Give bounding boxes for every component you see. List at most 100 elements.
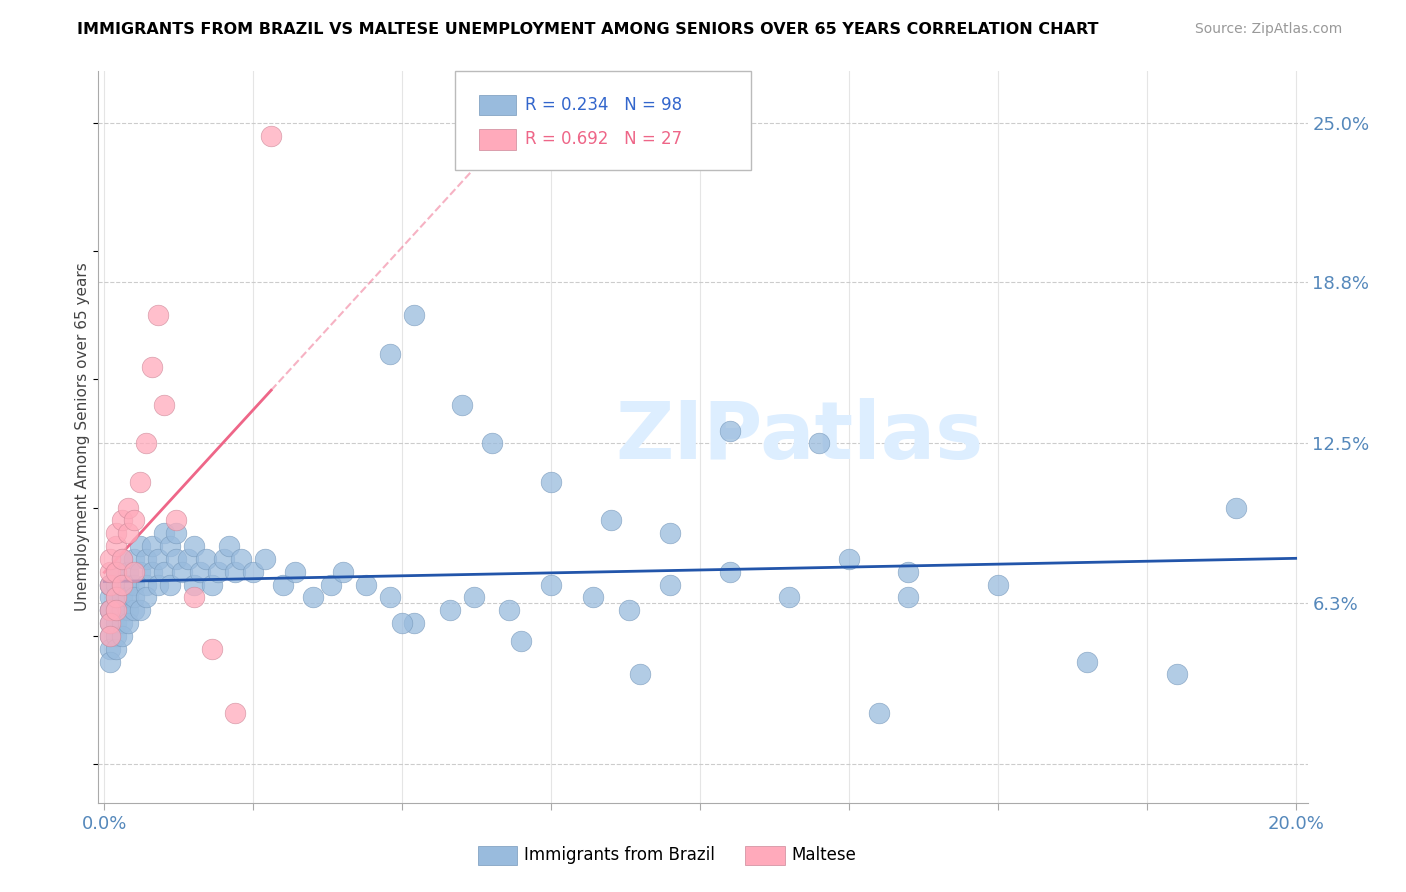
- Point: [146, 577, 169, 591]
- Point: [122, 565, 145, 579]
- Point: [117, 591, 139, 605]
- FancyBboxPatch shape: [456, 71, 751, 170]
- Point: [98, 603, 121, 617]
- Point: [98, 577, 121, 591]
- Point: [111, 514, 134, 528]
- Point: [218, 539, 240, 553]
- Point: [98, 616, 121, 631]
- Text: Maltese: Maltese: [792, 846, 856, 863]
- Point: [242, 565, 264, 579]
- Point: [1076, 655, 1098, 669]
- Point: [450, 398, 472, 412]
- Point: [117, 616, 139, 631]
- Point: [111, 591, 134, 605]
- Point: [231, 552, 253, 566]
- Text: ZIPatlas: ZIPatlas: [616, 398, 984, 476]
- Point: [117, 577, 139, 591]
- Point: [868, 706, 890, 720]
- Point: [582, 591, 605, 605]
- Point: [659, 577, 682, 591]
- Point: [135, 552, 157, 566]
- Point: [212, 552, 235, 566]
- Point: [404, 616, 426, 631]
- Text: IMMIGRANTS FROM BRAZIL VS MALTESE UNEMPLOYMENT AMONG SENIORS OVER 65 YEARS CORRE: IMMIGRANTS FROM BRAZIL VS MALTESE UNEMPL…: [77, 22, 1099, 37]
- Point: [165, 552, 187, 566]
- Point: [599, 514, 621, 528]
- Point: [224, 706, 246, 720]
- Point: [98, 629, 121, 643]
- Point: [808, 436, 831, 450]
- Point: [105, 539, 128, 553]
- Point: [188, 565, 211, 579]
- Point: [105, 565, 128, 579]
- Point: [838, 552, 860, 566]
- Point: [105, 629, 128, 643]
- Point: [718, 424, 741, 438]
- Point: [122, 552, 145, 566]
- Point: [129, 565, 152, 579]
- Point: [183, 577, 205, 591]
- Point: [98, 655, 121, 669]
- Point: [153, 565, 176, 579]
- Point: [510, 634, 533, 648]
- Point: [111, 552, 134, 566]
- Point: [105, 603, 128, 617]
- Point: [404, 308, 426, 322]
- Point: [170, 565, 193, 579]
- Point: [122, 591, 145, 605]
- Point: [98, 565, 121, 579]
- Point: [177, 552, 200, 566]
- Point: [117, 526, 139, 541]
- Point: [129, 603, 152, 617]
- Point: [481, 436, 503, 450]
- Point: [135, 591, 157, 605]
- Point: [897, 565, 920, 579]
- Point: [105, 591, 128, 605]
- Point: [207, 565, 229, 579]
- Point: [987, 577, 1010, 591]
- Point: [146, 308, 169, 322]
- Point: [153, 526, 176, 541]
- Point: [105, 526, 128, 541]
- Point: [260, 128, 283, 143]
- Point: [463, 591, 485, 605]
- Point: [183, 591, 205, 605]
- Y-axis label: Unemployment Among Seniors over 65 years: Unemployment Among Seniors over 65 years: [75, 263, 90, 611]
- Point: [105, 603, 128, 617]
- Point: [540, 577, 562, 591]
- Point: [105, 591, 128, 605]
- Point: [284, 565, 307, 579]
- Point: [271, 577, 294, 591]
- Point: [98, 552, 121, 566]
- Point: [254, 552, 277, 566]
- Point: [540, 475, 562, 489]
- Point: [135, 436, 157, 450]
- Point: [1225, 500, 1247, 515]
- Text: Source: ZipAtlas.com: Source: ZipAtlas.com: [1195, 22, 1343, 37]
- Point: [1166, 667, 1188, 681]
- Point: [380, 591, 402, 605]
- Point: [165, 526, 187, 541]
- FancyBboxPatch shape: [479, 129, 516, 150]
- Point: [122, 514, 145, 528]
- Point: [159, 577, 181, 591]
- Point: [224, 565, 246, 579]
- Point: [111, 577, 134, 591]
- Point: [98, 591, 121, 605]
- Point: [122, 577, 145, 591]
- Point: [111, 603, 134, 617]
- Point: [141, 565, 163, 579]
- Point: [332, 565, 354, 579]
- Point: [111, 577, 134, 591]
- Point: [98, 577, 121, 591]
- Text: R = 0.692   N = 27: R = 0.692 N = 27: [526, 130, 682, 148]
- Point: [111, 552, 134, 566]
- Point: [98, 577, 121, 591]
- Point: [129, 475, 152, 489]
- Point: [98, 603, 121, 617]
- Point: [117, 603, 139, 617]
- Point: [302, 591, 325, 605]
- Point: [105, 577, 128, 591]
- Point: [117, 565, 139, 579]
- Point: [111, 629, 134, 643]
